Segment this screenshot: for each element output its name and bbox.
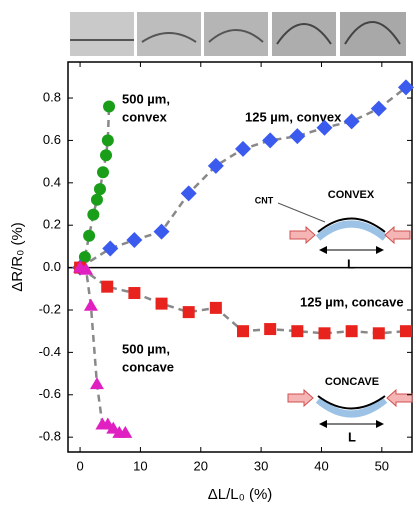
y-axis-label: ΔR/R₀ (%) xyxy=(9,222,26,292)
inset-label: L xyxy=(348,429,356,444)
point xyxy=(291,325,303,337)
inset-label: CONVEX xyxy=(328,189,375,201)
x-tick-label: 10 xyxy=(133,458,147,473)
concave-inset: CONCAVE L xyxy=(288,376,412,445)
y-tick-label: 0.0 xyxy=(43,259,61,274)
x-tick-label: 40 xyxy=(314,458,328,473)
point xyxy=(128,287,140,299)
point xyxy=(346,325,358,337)
chart: ΔL/L₀ (%) ΔR/R₀ (%) 500 µm, convex 125 µ… xyxy=(0,0,420,507)
annotation: 125 µm, convex xyxy=(245,109,342,124)
y-tick-label: 0.6 xyxy=(43,132,61,147)
annotation: 500 µm, xyxy=(122,341,170,356)
y-tick-label: -0.8 xyxy=(39,429,61,444)
point xyxy=(371,101,387,117)
point xyxy=(208,158,224,174)
point xyxy=(156,298,168,310)
x-tick-label: 20 xyxy=(194,458,208,473)
point xyxy=(235,141,251,157)
y-tick-label: 0.8 xyxy=(43,89,61,104)
point xyxy=(91,194,103,206)
point xyxy=(126,232,142,248)
y-tick-label: 0.4 xyxy=(43,174,61,189)
photos xyxy=(70,12,406,56)
point xyxy=(97,166,109,178)
annotation: convex xyxy=(122,109,168,124)
point xyxy=(94,183,106,195)
plot-frame xyxy=(68,62,412,452)
inset-label: CNT xyxy=(255,195,274,205)
annotation: 125 µm, concave xyxy=(300,294,404,309)
x-tick-label: 30 xyxy=(254,458,268,473)
x-tick-label: 0 xyxy=(76,458,83,473)
point xyxy=(84,299,98,311)
point xyxy=(289,128,305,144)
point xyxy=(264,323,276,335)
point xyxy=(90,377,104,389)
point xyxy=(373,327,385,339)
convex-inset: CONVEX CNT L xyxy=(255,189,410,272)
y-tick-label: -0.2 xyxy=(39,301,61,316)
point xyxy=(102,134,114,146)
pointer xyxy=(278,203,325,222)
point xyxy=(100,149,112,161)
point xyxy=(237,325,249,337)
point xyxy=(83,230,95,242)
point xyxy=(101,281,113,293)
point xyxy=(210,302,222,314)
inset-label: CONCAVE xyxy=(325,376,379,388)
point xyxy=(103,101,115,113)
point xyxy=(400,325,412,337)
x-tick-label: 50 xyxy=(375,458,389,473)
point xyxy=(183,306,195,318)
point xyxy=(318,327,330,339)
point xyxy=(262,132,278,148)
inset-label: L xyxy=(347,256,355,271)
y-tick-label: -0.6 xyxy=(39,386,61,401)
point xyxy=(344,113,360,129)
point xyxy=(87,209,99,221)
y-tick-label: 0.2 xyxy=(43,217,61,232)
annotation: 500 µm, xyxy=(122,91,170,106)
y-tick-label: -0.4 xyxy=(39,344,61,359)
point xyxy=(102,241,118,257)
point xyxy=(154,224,170,240)
x-axis-label: ΔL/L₀ (%) xyxy=(208,486,273,503)
annotation: concave xyxy=(122,359,174,374)
